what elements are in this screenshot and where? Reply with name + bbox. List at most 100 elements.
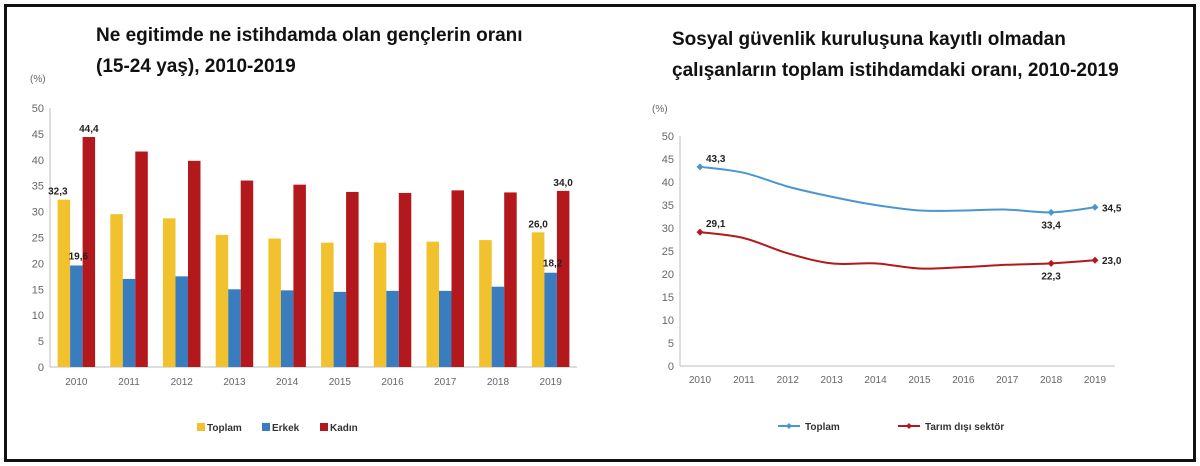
right-chart-title-line1: Sosyal güvenlik kuruluşuna kayıtlı olmad…	[672, 29, 1066, 50]
bar-legend-label-kadin: Kadın	[330, 423, 358, 434]
bar-kadin	[240, 180, 254, 367]
bar-erkek	[386, 290, 399, 367]
line-x-tick-label: 2010	[689, 375, 712, 386]
bar-erkek	[122, 278, 136, 367]
bar-y-tick-label: 15	[32, 284, 44, 296]
line-chart: (%) 0 5 10 15 20 25 30 35 40 45 50 2010 2011 2012 2013 2…	[652, 104, 1122, 433]
line-y-unit-label: (%)	[652, 104, 668, 115]
line-marker-tarim-disi	[696, 228, 704, 236]
bar-y-unit-label: (%)	[30, 74, 46, 85]
bar-x-tick-label: 2010	[65, 377, 88, 388]
bar-erkek	[333, 291, 347, 367]
line-x-tick-label: 2012	[777, 375, 800, 386]
line-y-tick-label: 40	[662, 177, 674, 189]
bar-x-tick-label: 2016	[381, 377, 404, 388]
bar-y-tick-label: 10	[32, 310, 44, 322]
right-chart-title-line2: çalışanların toplam istihdamdaki oranı, …	[672, 60, 1119, 81]
bar-x-tick-label: 2017	[434, 377, 457, 388]
bar-data-label: 26,0	[528, 219, 548, 230]
line-x-tick-label: 2011	[733, 375, 755, 386]
bar-kadin	[398, 192, 412, 367]
line-series-tarim-disi	[699, 231, 1096, 270]
bar-y-tick-label: 50	[32, 103, 44, 115]
line-x-tick-label: 2017	[996, 375, 1019, 386]
line-legend-marker-toplam	[786, 423, 792, 429]
bar-data-label: 19,6	[69, 251, 89, 262]
line-y-tick-label: 25	[662, 246, 674, 258]
bar-legend-swatch-toplam	[197, 423, 205, 431]
bar-data-label: 34,0	[553, 178, 573, 189]
line-y-tick-label: 35	[662, 200, 674, 212]
left-chart-title-line2: (15-24 yaş), 2010-2019	[96, 56, 296, 77]
line-marker-toplam	[1047, 208, 1055, 216]
bar-y-tick-label: 25	[32, 233, 44, 245]
line-data-label: 33,4	[1041, 220, 1061, 231]
bar-toplam	[426, 241, 439, 367]
bar-erkek	[491, 286, 505, 367]
bar-erkek	[439, 290, 452, 367]
bar-x-tick-label: 2019	[540, 377, 563, 388]
bar-x-tick-label: 2013	[223, 377, 246, 388]
bar-y-tick-label: 0	[38, 362, 44, 374]
bar-toplam	[110, 214, 123, 367]
bar-erkek	[70, 265, 83, 367]
bar-kadin	[82, 137, 96, 367]
line-x-tick-label: 2015	[908, 375, 931, 386]
line-data-label: 34,5	[1102, 203, 1122, 214]
bar-y-tick-label: 30	[32, 207, 44, 219]
bar-toplam	[57, 199, 71, 367]
bar-legend-label-toplam: Toplam	[207, 423, 242, 434]
line-x-tick-label: 2019	[1084, 375, 1107, 386]
bar-kadin	[188, 160, 201, 367]
line-data-label: 43,3	[706, 154, 726, 165]
line-data-label: 22,3	[1041, 271, 1061, 282]
bar-chart: (%) 0 5 10 15 20 25 30 35 40 45 50 2010 2011 2012 2013 2…	[30, 74, 577, 434]
bar-toplam	[531, 232, 545, 367]
line-series-toplam	[699, 165, 1096, 214]
bar-x-tick-label: 2011	[118, 377, 140, 388]
bar-legend-swatch-erkek	[262, 423, 270, 431]
bar-kadin	[135, 151, 148, 367]
bar-kadin	[556, 190, 570, 367]
bar-kadin	[293, 184, 306, 367]
bar-kadin	[451, 190, 464, 367]
line-marker-tarim-disi	[1047, 259, 1055, 267]
figure-frame	[4, 4, 1196, 462]
line-legend-label-toplam: Toplam	[805, 422, 840, 433]
bar-x-tick-label: 2014	[276, 377, 299, 388]
line-x-tick-label: 2016	[952, 375, 975, 386]
line-marker-toplam	[1091, 203, 1099, 211]
line-marker-tarim-disi	[1091, 256, 1099, 264]
bar-x-tick-label: 2015	[329, 377, 352, 388]
bar-legend-label-erkek: Erkek	[272, 423, 300, 434]
bar-toplam	[479, 240, 492, 367]
line-legend-label-tarim-disi: Tarım dışı sektör	[925, 422, 1004, 433]
line-x-tick-label: 2014	[864, 375, 887, 386]
bar-y-tick-label: 40	[32, 155, 44, 167]
bar-erkek	[544, 272, 557, 367]
bar-toplam	[163, 218, 176, 367]
left-chart-title-line1: Ne egitimde ne istihdamda olan gençlerin…	[96, 25, 523, 46]
line-y-tick-label: 10	[662, 315, 674, 327]
bar-y-tick-label: 35	[32, 181, 44, 193]
line-y-tick-label: 45	[662, 154, 674, 166]
line-y-tick-label: 0	[668, 361, 674, 373]
bar-y-tick-label: 45	[32, 129, 44, 141]
line-x-tick-label: 2013	[821, 375, 844, 386]
bar-toplam	[268, 238, 281, 367]
line-y-tick-label: 15	[662, 292, 674, 304]
line-y-tick-label: 20	[662, 269, 674, 281]
line-data-label: 23,0	[1102, 256, 1122, 267]
bar-data-label: 18,2	[543, 259, 563, 270]
bar-erkek	[280, 290, 294, 367]
bar-y-tick-label: 5	[38, 336, 44, 348]
line-legend-marker-tarim-disi	[906, 423, 912, 429]
bar-data-label: 44,4	[79, 124, 99, 135]
bar-kadin	[346, 191, 359, 367]
bar-data-label: 32,3	[48, 187, 68, 198]
line-data-label: 29,1	[706, 219, 726, 230]
bar-y-tick-label: 20	[32, 258, 44, 270]
bar-toplam	[321, 242, 334, 367]
bar-kadin	[504, 192, 517, 367]
line-y-tick-label: 50	[662, 131, 674, 143]
